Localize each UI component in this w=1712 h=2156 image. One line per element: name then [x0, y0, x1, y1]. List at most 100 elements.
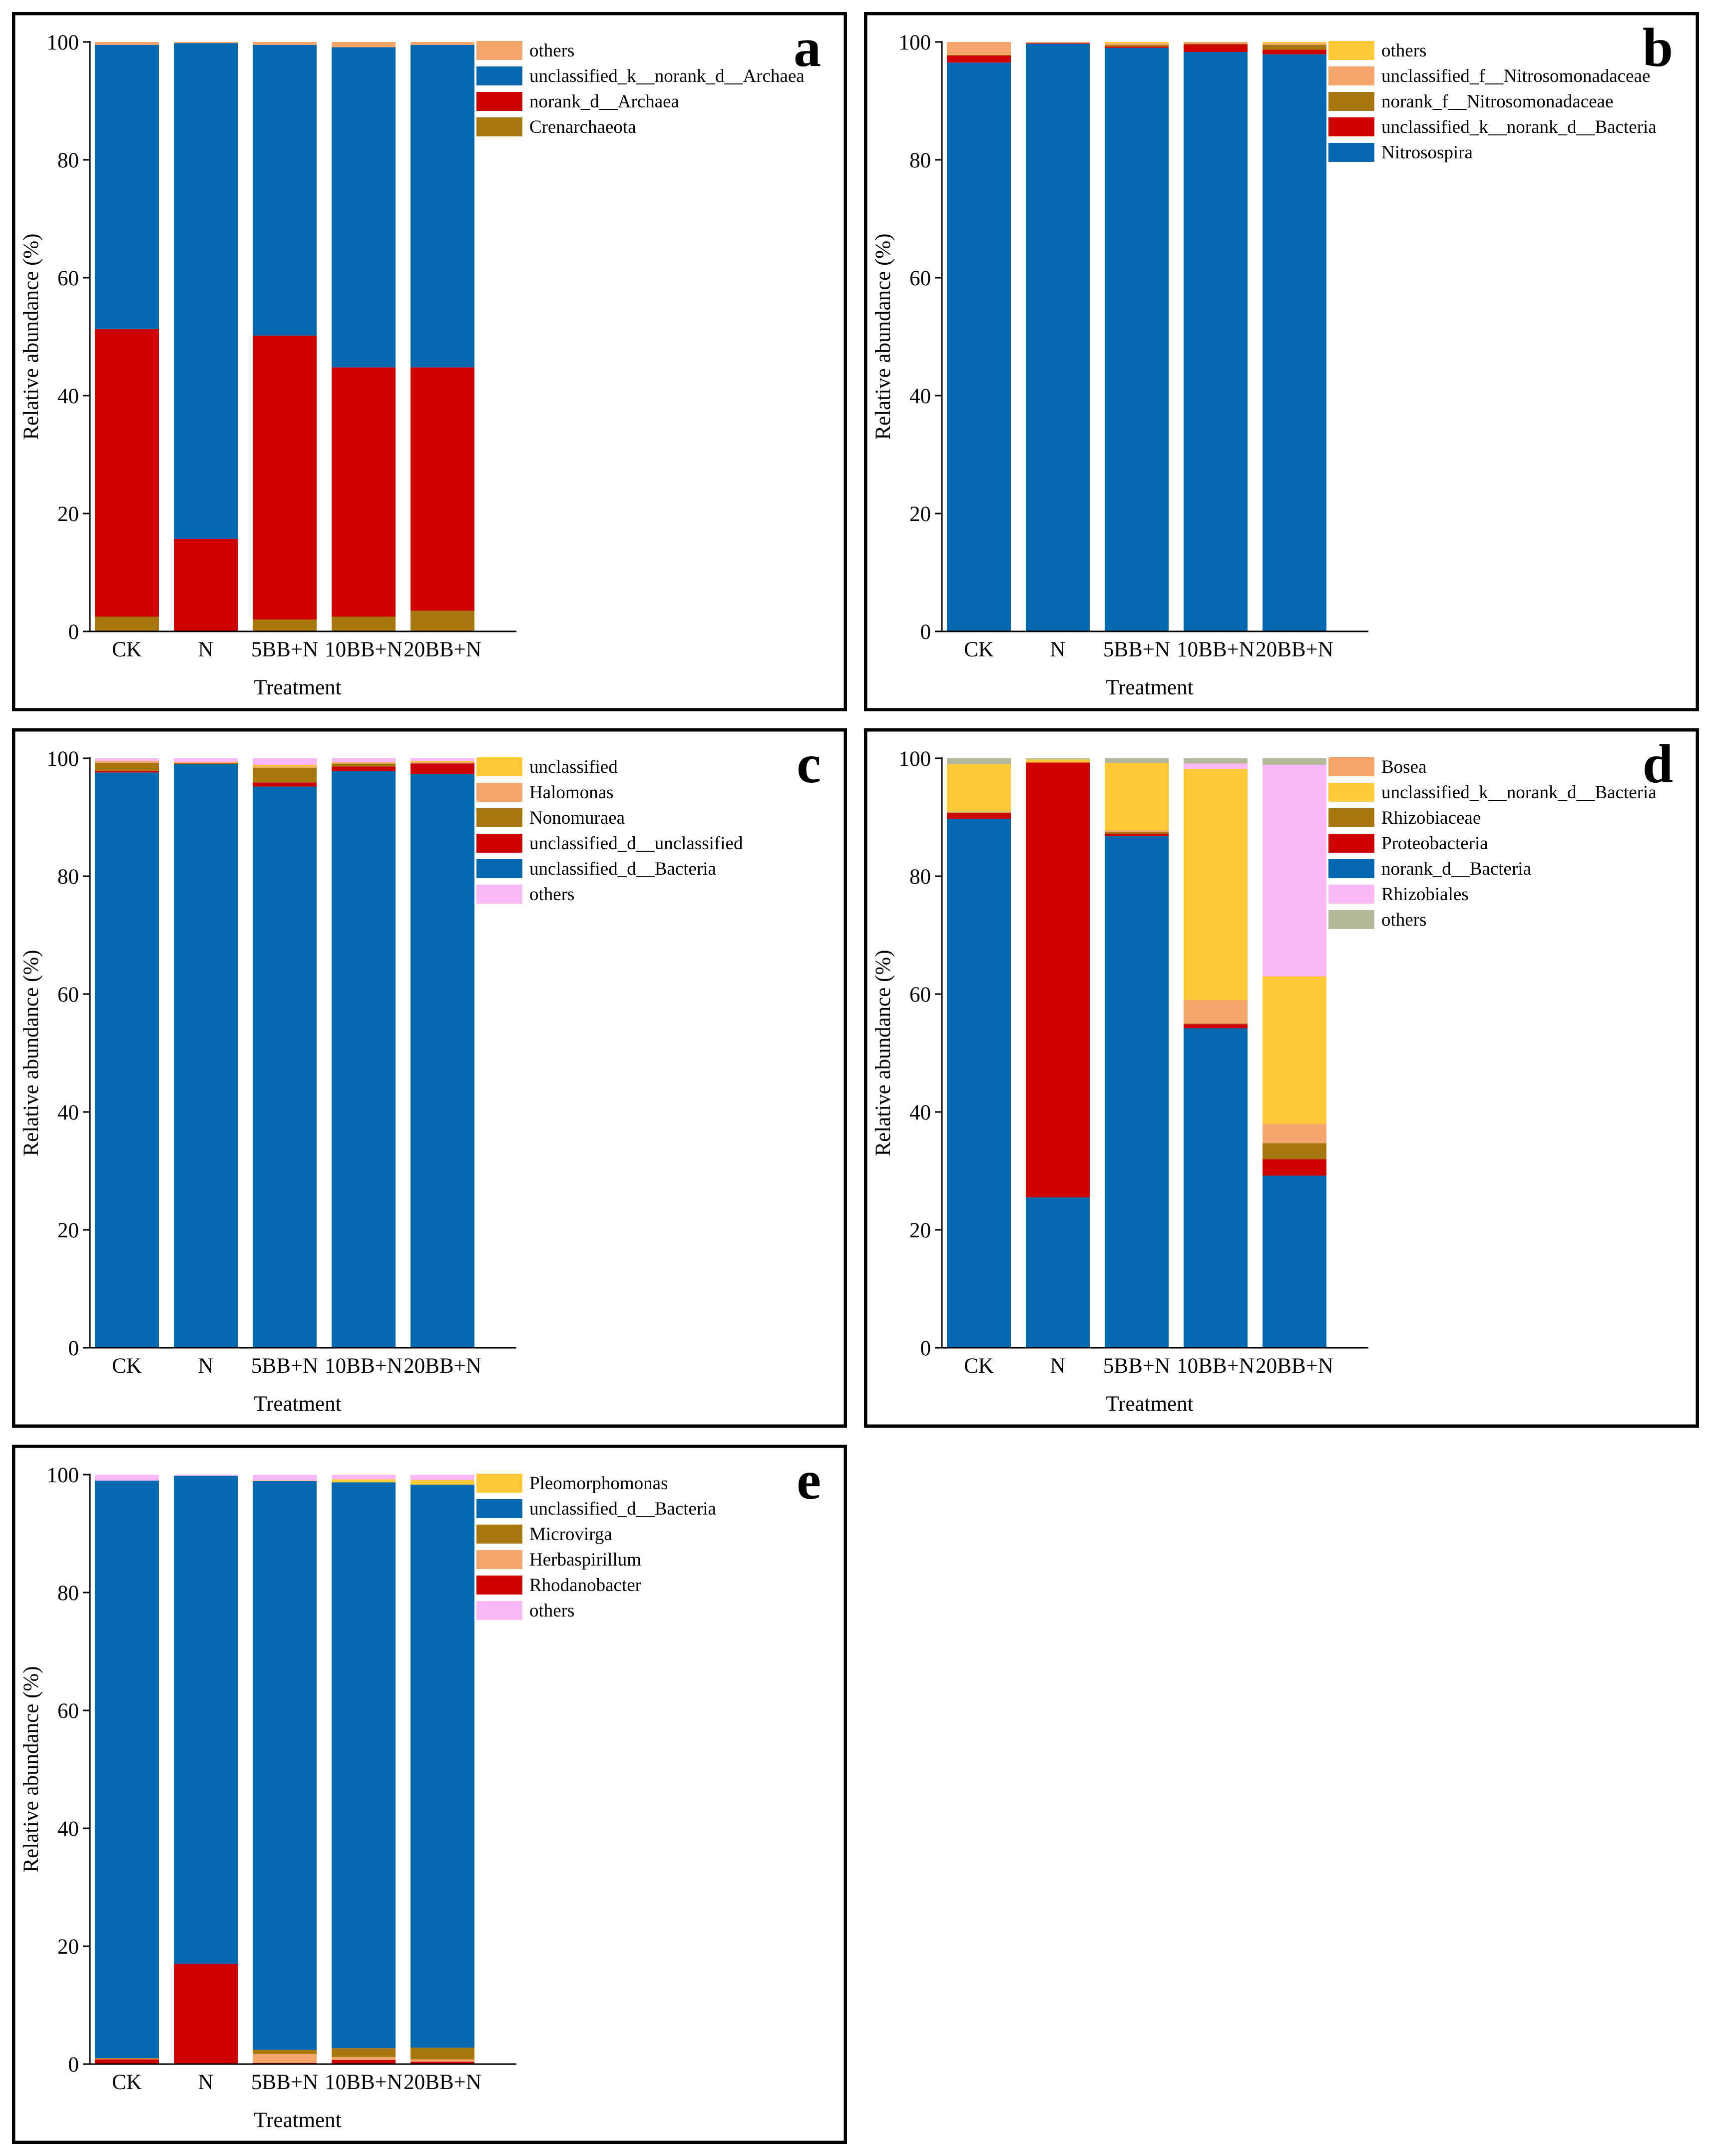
bar-segment-nonomuraea-10bb-n [332, 763, 396, 767]
bar-segment-others-n [174, 42, 238, 43]
bar-segment-norank-f-nitrosomonadaceae-20bb-n [1263, 44, 1326, 50]
legend-label: Nitrosospira [1381, 142, 1473, 163]
legend-label: Bosea [1381, 757, 1426, 777]
bar-segment-norank-d-archaea-20bb-n [411, 367, 474, 611]
x-tick-label: N [1050, 1354, 1065, 1378]
bar-segment-nitrosospira-ck [947, 62, 1011, 631]
panel-b: 0 20 40 60 80 100 CK N 5BB+N 10BB+N 20BB+N Treatmen… [864, 12, 1699, 711]
bar-segment-unclassified-f-nitrosomonadaceae-10bb-n [1184, 42, 1248, 44]
bar-segment-norank-d-archaea-n [174, 539, 238, 631]
legend-label: Rhodanobacter [529, 1575, 641, 1596]
y-tick-label: 20 [57, 1935, 79, 1959]
bar-segment-nonomuraea-ck [95, 763, 159, 771]
bar-segment-others-10bb-n [332, 42, 396, 47]
legend-label: norank_d__Bacteria [1381, 859, 1531, 879]
bar-segment-rhodanobacter-ck [95, 2059, 159, 2064]
x-tick-label: 5BB+N [251, 638, 318, 661]
x-tick-label: 10BB+N [1177, 638, 1255, 661]
legend-swatch [1328, 66, 1374, 85]
bar-segment-pleomorphomonas-10bb-n [332, 1479, 396, 1483]
bar-segment-norank-d-bacteria-n [1026, 1197, 1090, 1348]
x-tick-label: 20BB+N [1256, 638, 1333, 661]
y-axis-title: Relative abundance (%) [19, 1666, 43, 1872]
bar-segment-others-5bb-n [253, 758, 317, 765]
legend-swatch [476, 1550, 522, 1569]
panel-a: 0 20 40 60 80 100 CK N 5BB+N 10BB+N 20BB+N Treatmen… [12, 12, 847, 711]
x-tick-label: CK [112, 1354, 142, 1378]
y-tick-label: 40 [57, 385, 79, 408]
x-tick-label: N [198, 2071, 213, 2094]
bar-segment-halomonas-20bb-n [411, 762, 474, 763]
legend-swatch [476, 1474, 522, 1493]
x-tick-label: 5BB+N [1103, 1354, 1170, 1378]
y-tick-label: 20 [909, 1219, 931, 1242]
bar-segment-rhodanobacter-10bb-n [332, 2060, 396, 2064]
x-axis-title: Treatment [254, 676, 341, 699]
legend-swatch [476, 1499, 522, 1518]
x-tick-label: 5BB+N [251, 2071, 318, 2094]
y-tick-label: 100 [47, 747, 79, 771]
bar-segment-unclassified-5bb-n [253, 764, 317, 766]
legend-swatch [476, 1525, 522, 1544]
x-tick-label: CK [112, 638, 142, 661]
bar-segment-unclassified-k-norank-d-bacteria-ck [947, 55, 1011, 63]
bar-segment-halomonas-10bb-n [332, 762, 396, 764]
bar-segment-unclassified-d-bacteria-ck [95, 1480, 159, 2059]
y-axis-title: Relative abundance (%) [871, 233, 895, 440]
bar-segment-microvirga-20bb-n [411, 2047, 474, 2060]
bar-segment-norank-d-archaea-10bb-n [332, 367, 396, 617]
bar-segment-unclassified-k-norank-d-bacteria-10bb-n [1184, 44, 1248, 52]
bar-segment-others-5bb-n [1105, 42, 1169, 43]
legend-label: norank_d__Archaea [529, 91, 679, 112]
bar-segment-others-5bb-n [253, 42, 317, 45]
bar-segment-unclassified-d-bacteria-5bb-n [253, 1481, 317, 2050]
bar-segment-unclassified-d-bacteria-20bb-n [411, 1485, 474, 2048]
bar-segment-unclassified-k-norank-d-archaea-n [174, 43, 238, 539]
panel-e: 0 20 40 60 80 100 CK N 5BB+N 10BB+N 20BB+N Treatmen… [12, 1445, 847, 2144]
legend-label: norank_f__Nitrosomonadaceae [1381, 91, 1613, 112]
y-tick-label: 80 [57, 149, 79, 172]
x-tick-label: 20BB+N [404, 1354, 481, 1378]
legend: others unclassified_f__Nitrosomonadaceaen… [1328, 40, 1657, 163]
x-axis-title: Treatment [1106, 1392, 1193, 1416]
legend-swatch [476, 66, 522, 85]
legend-swatch [1328, 834, 1374, 853]
panel-frame [864, 12, 1699, 711]
legend-label: Rhizobiaceae [1381, 808, 1481, 828]
x-tick-label: CK [112, 2071, 142, 2094]
bar-segment-proteobacteria-20bb-n [1263, 1159, 1326, 1176]
bar-segment-rhizobiaceae-20bb-n [1263, 1143, 1326, 1159]
bar-segment-others-ck [95, 1475, 159, 1481]
bar-segment-proteobacteria-ck [947, 813, 1011, 819]
bar-segment-proteobacteria-10bb-n [1184, 1024, 1248, 1029]
legend-swatch [476, 834, 522, 853]
bar-segment-norank-d-bacteria-5bb-n [1105, 836, 1169, 1348]
bar-segment-others-5bb-n [253, 1475, 317, 1481]
bar-segment-unclassified-k-norank-d-archaea-5bb-n [253, 44, 317, 336]
y-axis-title: Relative abundance (%) [19, 950, 43, 1156]
bar-segment-nonomuraea-5bb-n [253, 767, 317, 783]
bar-segment-crenarchaeota-ck [95, 616, 159, 631]
x-tick-label: 10BB+N [325, 2071, 403, 2094]
y-tick-label: 80 [57, 865, 79, 889]
bar-segment-others-n [174, 1475, 238, 1476]
bar-segment-others-10bb-n [332, 1475, 396, 1480]
bar-segment-unclassified-k-norank-d-bacteria-20bb-n [1263, 49, 1326, 54]
bar-segment-others-20bb-n [1263, 758, 1326, 765]
x-tick-label: 5BB+N [251, 1354, 318, 1378]
bars-group [95, 42, 474, 631]
y-tick-label: 0 [920, 620, 931, 644]
y-tick-label: 60 [57, 267, 79, 290]
bar-segment-unclassified-f-nitrosomonadaceae-n [1026, 42, 1090, 43]
panel-d: 0 20 40 60 80 100 CK N 5BB+N 10BB+N 20BB+N Treatmen… [864, 728, 1699, 1428]
legend-label: Nonomuraea [529, 808, 625, 828]
legend-swatch [1328, 783, 1374, 802]
bar-segment-others-n [174, 758, 238, 762]
legend-label: Halomonas [529, 782, 614, 803]
bar-segment-unclassified-d-unclassified-5bb-n [253, 782, 317, 787]
bar-segment-bosea-20bb-n [1263, 1123, 1326, 1143]
bar-segment-unclassified-d-bacteria-n [174, 764, 238, 1348]
panel-c: 0 20 40 60 80 100 CK N 5BB+N 10BB+N 20BB+N Treatmen… [12, 728, 847, 1428]
legend: others unclassified_k__norank_d__Archaean… [476, 40, 805, 137]
legend-swatch [1328, 808, 1374, 827]
